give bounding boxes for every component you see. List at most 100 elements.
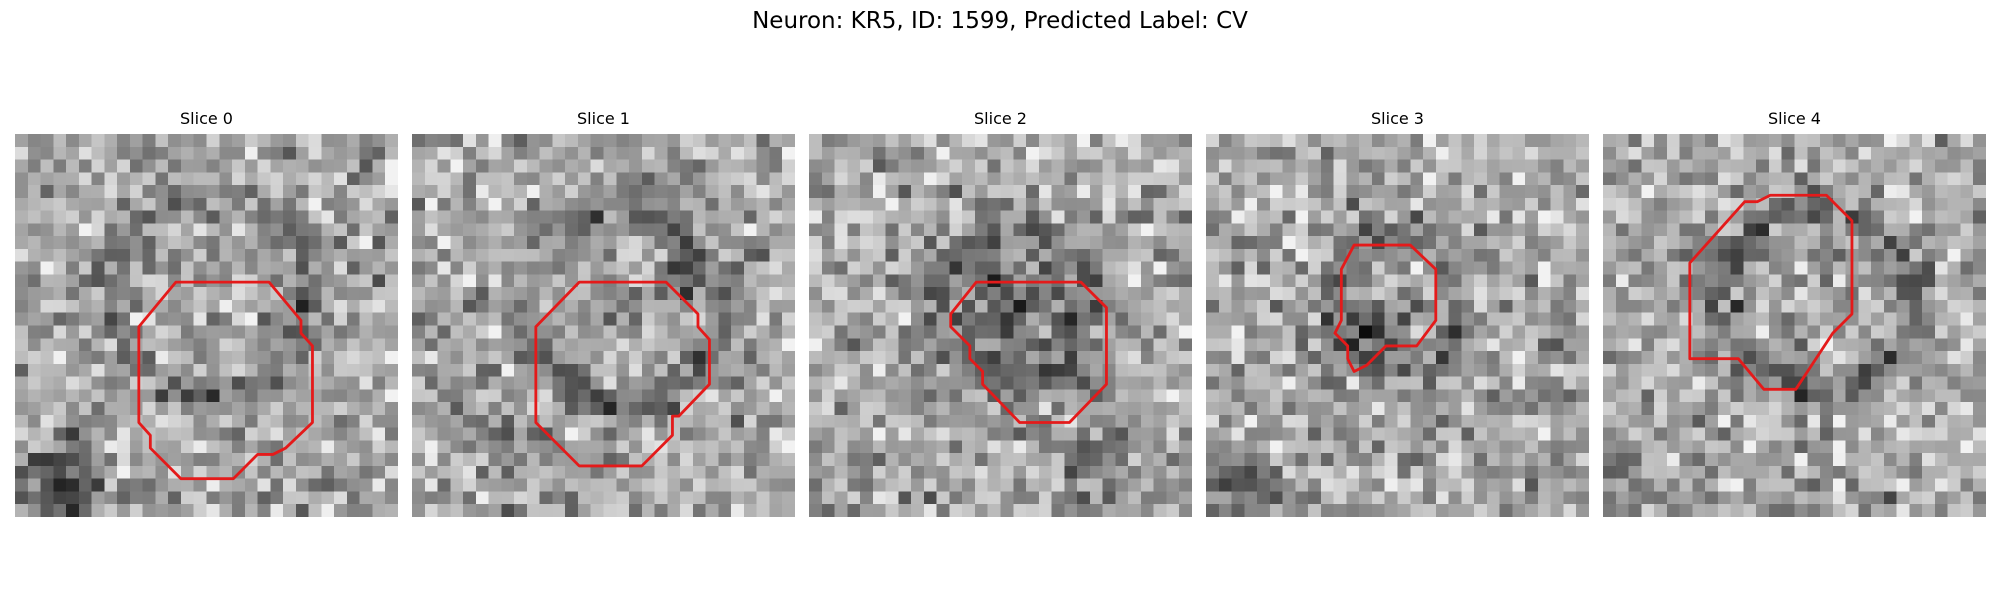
image-pixel xyxy=(1038,223,1052,237)
image-pixel xyxy=(680,440,694,454)
image-pixel xyxy=(1038,325,1052,339)
image-pixel xyxy=(1244,312,1258,326)
image-pixel xyxy=(987,197,1001,211)
image-pixel xyxy=(424,491,438,505)
image-pixel xyxy=(885,236,899,250)
image-pixel xyxy=(1603,478,1617,492)
image-pixel xyxy=(1807,376,1821,390)
image-pixel xyxy=(769,299,783,314)
image-pixel xyxy=(1781,210,1795,224)
image-pixel xyxy=(257,402,271,416)
image-pixel xyxy=(219,325,233,339)
image-pixel xyxy=(1140,248,1155,263)
image-pixel xyxy=(346,414,361,429)
image-pixel xyxy=(1282,376,1296,390)
image-pixel xyxy=(1013,363,1027,377)
image-pixel xyxy=(1269,351,1283,365)
image-pixel xyxy=(1179,248,1192,263)
image-pixel xyxy=(1525,223,1539,237)
image-pixel xyxy=(66,453,80,467)
image-pixel xyxy=(1435,261,1449,275)
image-pixel xyxy=(1013,427,1027,441)
image-pixel xyxy=(463,172,477,186)
image-pixel xyxy=(1845,185,1859,199)
image-pixel xyxy=(1922,402,1936,416)
image-pixel xyxy=(78,389,92,403)
image-pixel xyxy=(475,312,489,326)
image-pixel xyxy=(1922,453,1936,467)
image-pixel xyxy=(936,146,950,160)
image-pixel xyxy=(1486,453,1501,467)
image-pixel xyxy=(257,236,271,250)
image-pixel xyxy=(1384,453,1398,467)
image-pixel xyxy=(257,261,271,275)
image-pixel xyxy=(283,146,297,160)
image-pixel xyxy=(1525,248,1539,263)
image-pixel xyxy=(1231,236,1245,250)
image-pixel xyxy=(91,287,105,301)
image-pixel xyxy=(1397,402,1411,416)
image-pixel xyxy=(142,185,156,199)
image-pixel xyxy=(577,159,592,173)
image-pixel xyxy=(821,210,835,224)
image-pixel xyxy=(1474,478,1488,492)
image-pixel xyxy=(552,389,566,403)
image-pixel xyxy=(334,440,348,454)
image-pixel xyxy=(15,312,29,326)
image-pixel xyxy=(1909,299,1923,314)
image-pixel xyxy=(705,312,719,326)
image-pixel xyxy=(129,134,144,148)
image-pixel xyxy=(911,223,925,237)
image-pixel xyxy=(911,197,925,211)
image-pixel xyxy=(1077,185,1091,199)
image-pixel xyxy=(1743,351,1757,365)
image-pixel xyxy=(1269,197,1283,211)
image-pixel xyxy=(616,248,630,263)
image-pixel xyxy=(424,248,438,263)
image-pixel xyxy=(1679,376,1693,390)
image-pixel xyxy=(1486,351,1501,365)
image-pixel xyxy=(936,261,950,275)
image-pixel xyxy=(283,261,297,275)
image-pixel xyxy=(1641,299,1655,314)
image-pixel xyxy=(809,236,823,250)
image-pixel xyxy=(1257,197,1271,211)
image-pixel xyxy=(295,274,310,288)
image-pixel xyxy=(769,338,783,352)
image-pixel xyxy=(1231,223,1245,237)
image-pixel xyxy=(641,223,655,237)
image-pixel xyxy=(142,478,156,492)
image-pixel xyxy=(15,274,29,288)
image-pixel xyxy=(1858,414,1872,429)
image-pixel xyxy=(1397,440,1411,454)
image-pixel xyxy=(898,351,912,365)
micrograph-1 xyxy=(412,134,795,517)
image-pixel xyxy=(1499,299,1513,314)
image-pixel xyxy=(847,172,861,186)
image-pixel xyxy=(206,159,220,173)
image-pixel xyxy=(885,491,899,505)
image-pixel xyxy=(206,146,220,160)
image-pixel xyxy=(987,491,1001,505)
image-pixel xyxy=(898,146,912,160)
image-pixel xyxy=(437,287,451,301)
image-pixel xyxy=(911,478,925,492)
image-pixel xyxy=(1320,312,1335,326)
image-pixel xyxy=(1013,159,1027,173)
image-pixel xyxy=(501,248,515,263)
image-pixel xyxy=(834,376,848,390)
image-pixel xyxy=(885,427,899,441)
image-pixel xyxy=(488,504,502,517)
image-pixel xyxy=(1384,159,1398,173)
image-pixel xyxy=(1435,427,1449,441)
image-pixel xyxy=(475,185,489,199)
image-pixel xyxy=(359,376,373,390)
image-pixel xyxy=(756,414,770,429)
image-pixel xyxy=(463,197,477,211)
image-pixel xyxy=(346,325,361,339)
image-pixel xyxy=(117,236,131,250)
image-pixel xyxy=(565,414,579,429)
image-pixel xyxy=(475,146,489,160)
image-pixel xyxy=(1871,236,1885,250)
image-pixel xyxy=(359,248,373,263)
